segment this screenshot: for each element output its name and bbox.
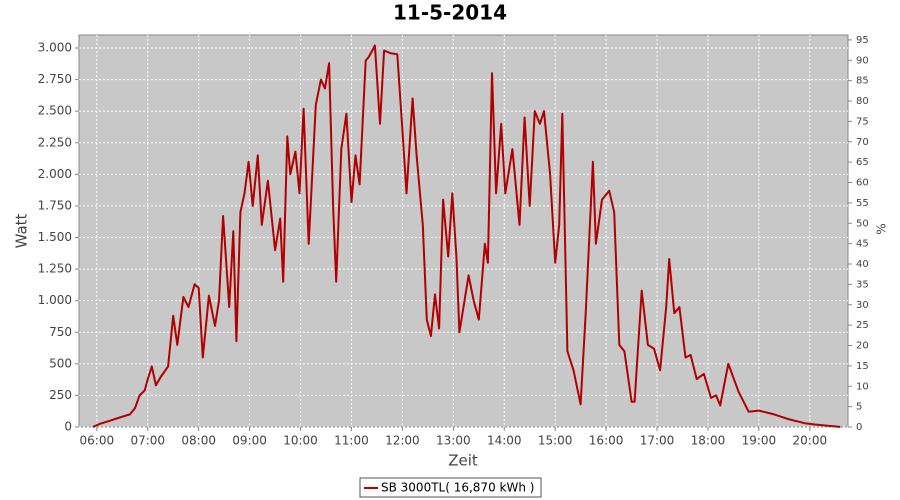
x-tick-label: 06:00 (80, 434, 115, 448)
x-tick-label: 20:00 (793, 434, 828, 448)
y2-tick-label: 80 (856, 96, 869, 107)
x-axis-label: Zeit (448, 452, 478, 470)
y-tick-label: 1.500 (38, 230, 72, 244)
y2-tick-label: 20 (856, 341, 869, 352)
x-tick-label: 17:00 (640, 434, 675, 448)
y-tick-label: 2.500 (38, 104, 72, 118)
plot-area (78, 34, 849, 428)
y2-tick-label: 75 (856, 116, 869, 127)
y-tick-label: 3.000 (38, 41, 72, 55)
x-tick-label: 16:00 (589, 434, 624, 448)
x-tick-label: 19:00 (742, 434, 777, 448)
x-tick-label: 08:00 (181, 434, 216, 448)
x-tick-label: 12:00 (385, 434, 420, 448)
x-tick-label: 10:00 (283, 434, 318, 448)
y2-tick-label: 60 (856, 178, 869, 189)
y2-tick-label: 5 (856, 402, 862, 413)
x-tick-label: 11:00 (334, 434, 369, 448)
y2-tick-label: 90 (856, 55, 869, 66)
x-tick-label: 07:00 (130, 434, 165, 448)
y2-tick-label: 85 (856, 76, 869, 87)
x-tick-label: 14:00 (487, 434, 522, 448)
x-tick-label: 09:00 (232, 434, 267, 448)
y2-tick-label: 50 (856, 218, 869, 229)
y-tick-label: 2.000 (38, 167, 72, 181)
legend-box (359, 477, 542, 498)
y-tick-label: 1.250 (38, 262, 72, 276)
y-tick-label: 1.000 (38, 293, 72, 307)
y2-tick-label: 15 (856, 361, 869, 372)
y2-tick-label: 45 (856, 239, 869, 250)
legend-label: SB 3000TL( 16,870 kWh ) (381, 481, 534, 495)
x-tick-label: 13:00 (436, 434, 471, 448)
y2-tick-label: 95 (856, 35, 869, 46)
y-tick-label: 0 (64, 420, 72, 434)
y-tick-label: 2.250 (38, 135, 72, 149)
y2-axis-label: % (875, 223, 889, 234)
x-tick-label: 18:00 (691, 434, 726, 448)
y-tick-label: 750 (49, 325, 72, 339)
y2-tick-label: 25 (856, 320, 869, 331)
y2-tick-label: 35 (856, 279, 869, 290)
y2-tick-label: 70 (856, 137, 869, 148)
chart-title: 11-5-2014 (393, 1, 507, 25)
y2-tick-label: 0 (856, 422, 862, 433)
y-tick-label: 2.750 (38, 72, 72, 86)
y2-tick-label: 30 (856, 300, 869, 311)
y2-tick-label: 10 (856, 381, 869, 392)
y2-tick-label: 40 (856, 259, 869, 270)
y-tick-label: 1.750 (38, 198, 72, 212)
series-line (92, 44, 841, 428)
y-tick-label: 500 (49, 356, 72, 370)
y-axis-label: Watt (13, 213, 31, 248)
y2-tick-label: 55 (856, 198, 869, 209)
y2-tick-label: 65 (856, 157, 869, 168)
x-tick-label: 15:00 (538, 434, 573, 448)
y-tick-label: 250 (49, 388, 72, 402)
